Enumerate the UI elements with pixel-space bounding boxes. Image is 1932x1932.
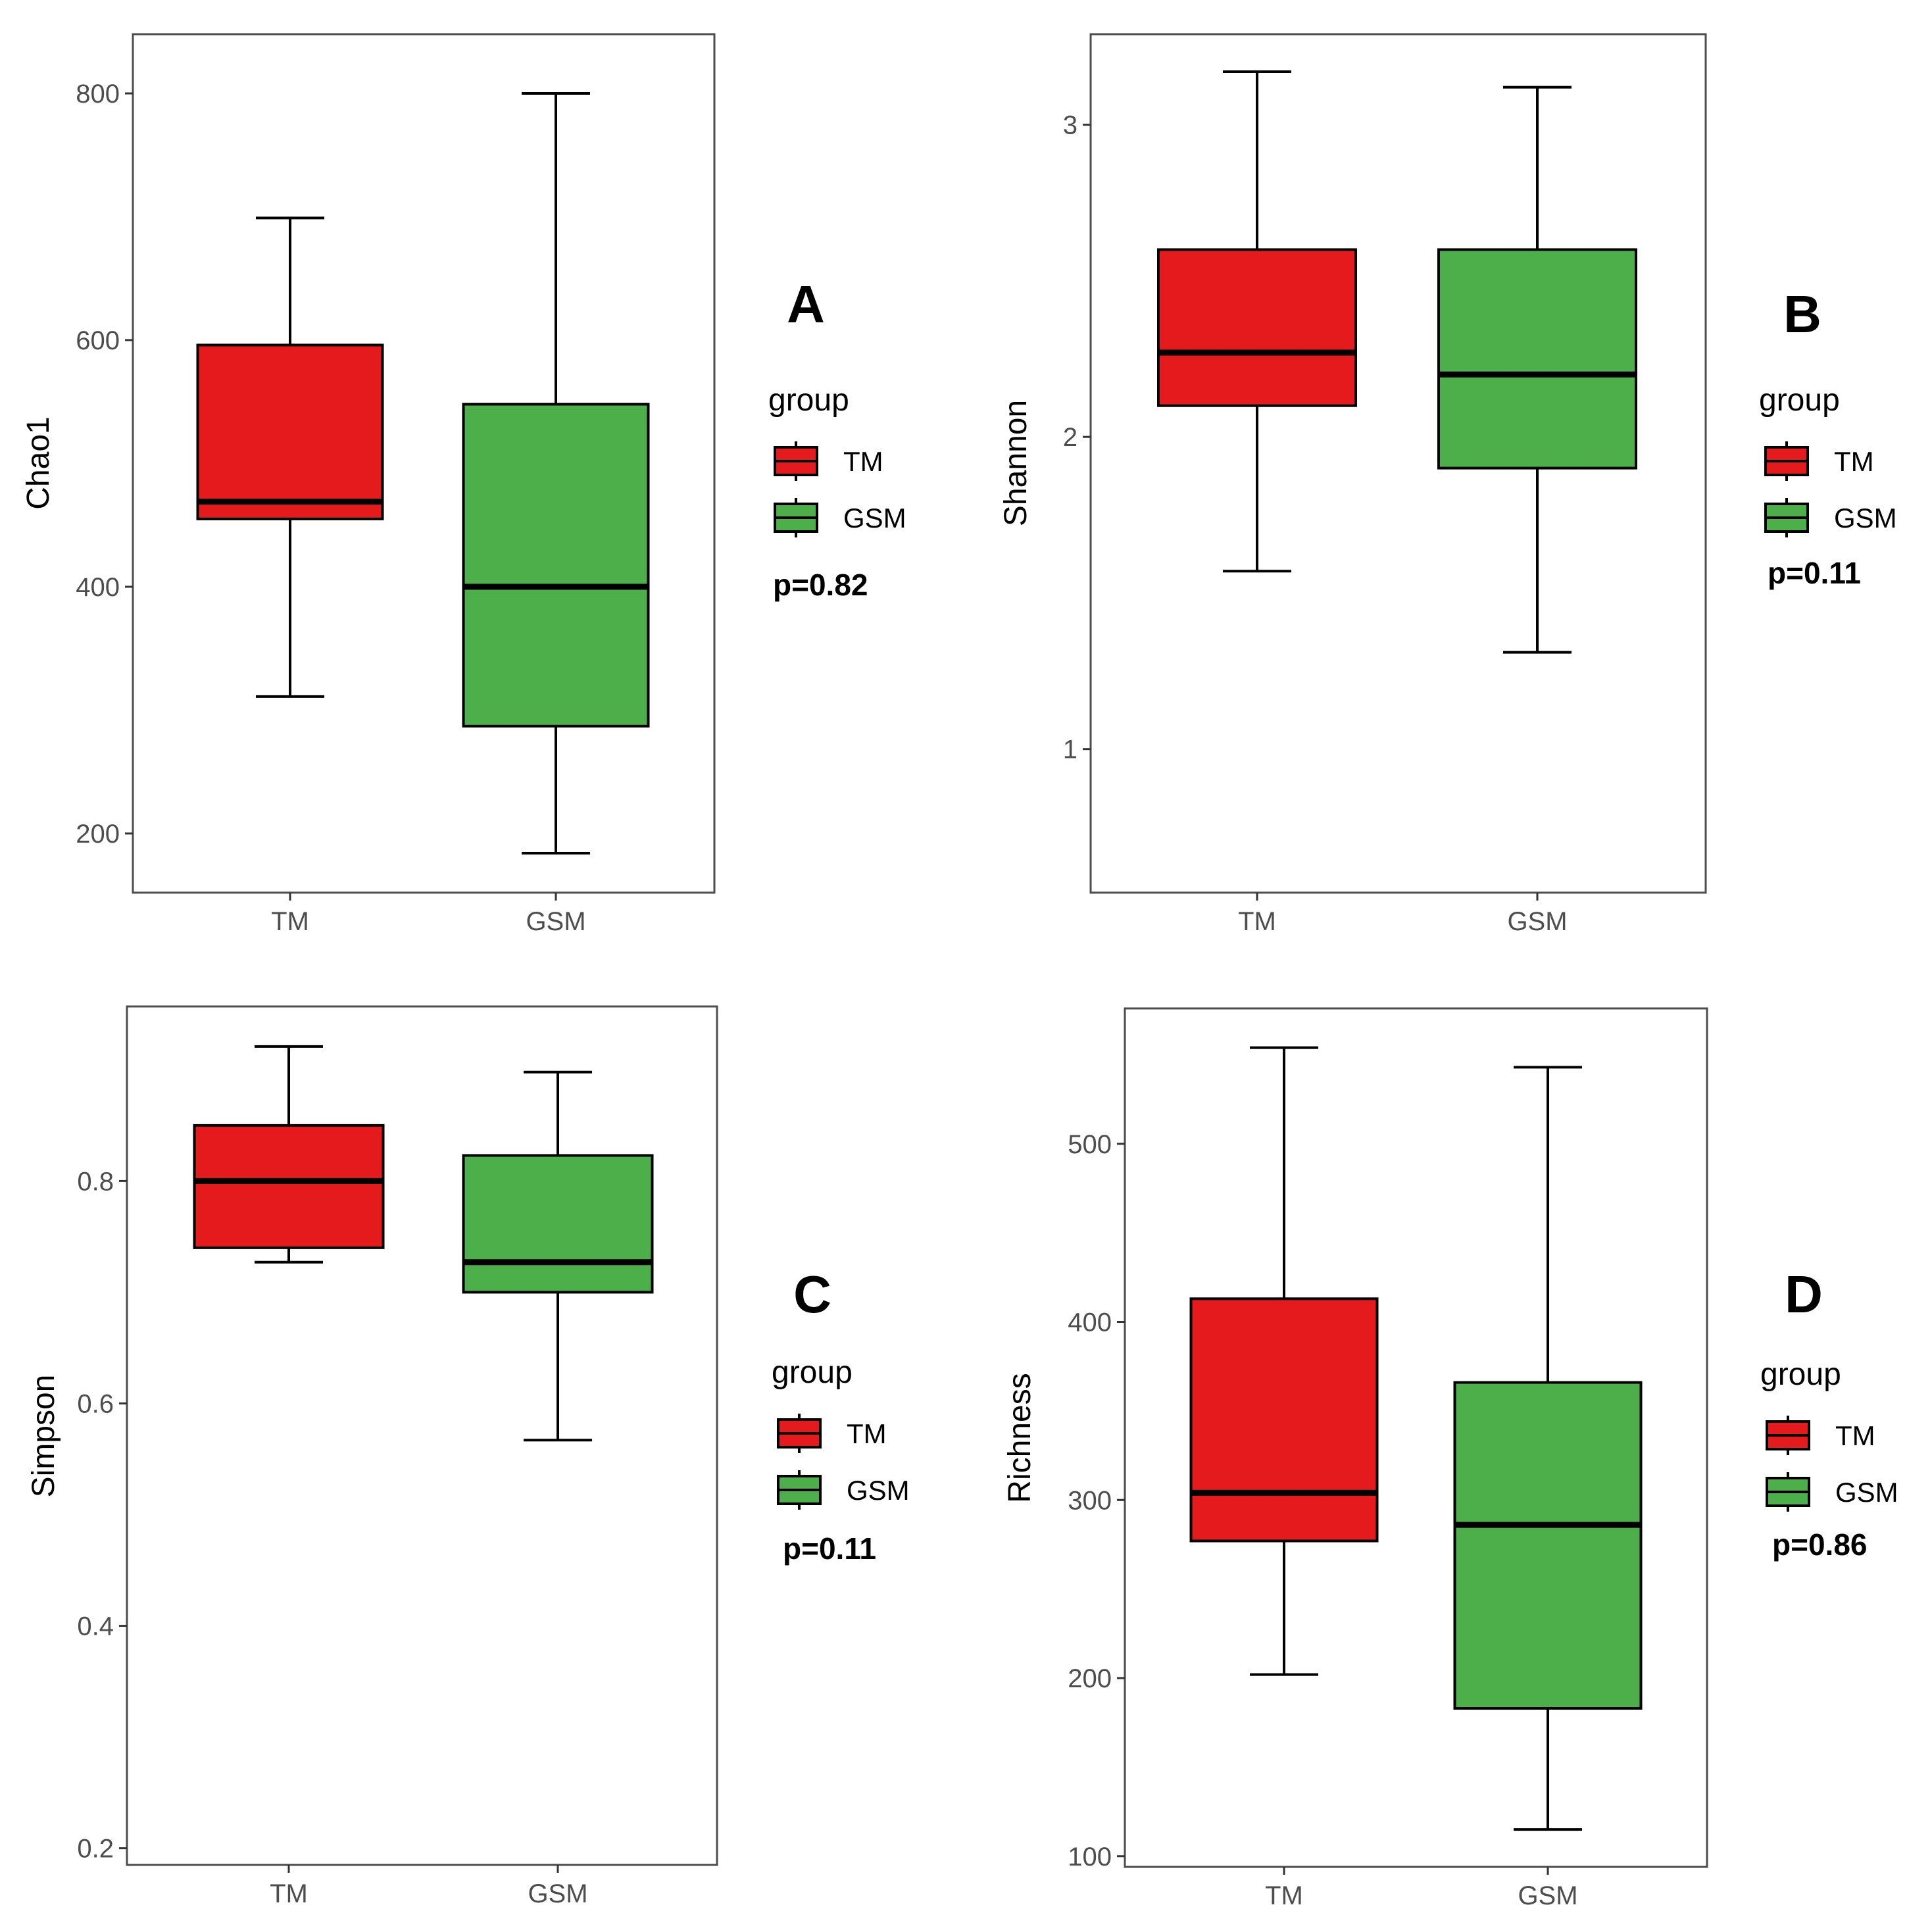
y-axis-title: Richness: [1003, 1373, 1037, 1502]
legend-item-gsm: GSM: [774, 498, 906, 537]
iqr-box: [1437, 248, 1637, 470]
iqr-box: [196, 343, 384, 520]
legend-title: group: [1760, 1357, 1841, 1392]
p-value-label: p=0.86: [1772, 1527, 1868, 1562]
x-tick-label: TM: [1265, 1881, 1303, 1910]
y-axis-title: Shannon: [999, 400, 1033, 526]
p-value-label: p=0.11: [1768, 556, 1861, 590]
y-tick-label: 0.8: [77, 1167, 114, 1196]
panel-letter: A: [787, 275, 825, 334]
legend-item-tm: TM: [1766, 1416, 1875, 1455]
x-tick-label: TM: [1238, 907, 1276, 936]
box-gsm: [1453, 1066, 1643, 1831]
legend-item-tm: TM: [777, 1414, 887, 1453]
y-tick-label: 0.2: [77, 1835, 114, 1864]
legend: group TM GSM: [1760, 1357, 1898, 1512]
iqr-box: [1189, 1297, 1379, 1543]
legend-title: group: [772, 1355, 853, 1390]
y-tick-label: 600: [76, 326, 120, 355]
box-gsm: [1437, 86, 1637, 654]
y-axis-title: Simpson: [26, 1375, 61, 1498]
x-tick-label: GSM: [1518, 1881, 1577, 1910]
y-tick-label: 800: [76, 80, 120, 109]
y-tick-label: 0.6: [77, 1389, 114, 1418]
p-value-label: p=0.11: [783, 1531, 876, 1566]
iqr-box: [462, 403, 650, 728]
box-tm: [193, 1045, 385, 1264]
iqr-box: [1157, 248, 1357, 407]
panel-letter: C: [793, 1265, 831, 1324]
y-tick-label: 100: [1068, 1843, 1112, 1871]
y-tick-label: 500: [1068, 1130, 1112, 1159]
y-tick-label: 2: [1063, 423, 1077, 452]
x-tick-label: GSM: [526, 907, 585, 936]
x-tick-label: GSM: [1507, 907, 1567, 936]
panel-letter: D: [1785, 1265, 1823, 1324]
x-tick-label: TM: [271, 907, 309, 936]
iqr-box: [1453, 1381, 1643, 1710]
y-tick-label: 300: [1068, 1486, 1112, 1515]
iqr-box: [193, 1124, 385, 1249]
box-tm: [1157, 70, 1357, 573]
y-tick-label: 0.4: [77, 1612, 114, 1641]
legend: group TM GSM: [768, 383, 906, 537]
legend-label: TM: [1835, 1420, 1875, 1451]
legend-label: GSM: [843, 503, 906, 533]
legend: group TM GSM: [772, 1355, 910, 1510]
box-gsm: [462, 92, 650, 855]
y-tick-label: 200: [76, 820, 120, 849]
legend-item-gsm: GSM: [777, 1470, 910, 1510]
legend: group TM GSM: [1759, 383, 1897, 537]
legend-label: TM: [1834, 446, 1874, 477]
p-value-label: p=0.82: [773, 568, 868, 602]
legend-item-tm: TM: [774, 441, 883, 481]
iqr-box: [462, 1154, 654, 1294]
legend-title: group: [1759, 383, 1840, 418]
legend-label: GSM: [847, 1475, 910, 1506]
legend-item-gsm: GSM: [1764, 498, 1897, 537]
box-gsm: [462, 1070, 654, 1442]
y-tick-label: 200: [1068, 1664, 1112, 1693]
x-tick-label: GSM: [528, 1879, 587, 1908]
legend-label: TM: [843, 446, 883, 477]
legend-label: TM: [847, 1418, 887, 1449]
legend-label: GSM: [1834, 503, 1897, 533]
x-tick-label: TM: [270, 1879, 308, 1908]
y-tick-label: 400: [76, 573, 120, 602]
legend-label: GSM: [1835, 1477, 1898, 1508]
box-tm: [196, 216, 384, 698]
panel-letter: B: [1783, 285, 1821, 343]
legend-item-tm: TM: [1764, 441, 1874, 481]
legend-item-gsm: GSM: [1766, 1472, 1898, 1512]
legend-title: group: [768, 383, 849, 418]
y-tick-label: 1: [1063, 735, 1077, 764]
box-tm: [1189, 1046, 1379, 1676]
y-tick-label: 400: [1068, 1308, 1112, 1337]
y-axis-title: Chao1: [21, 416, 56, 509]
y-tick-label: 3: [1063, 111, 1077, 140]
